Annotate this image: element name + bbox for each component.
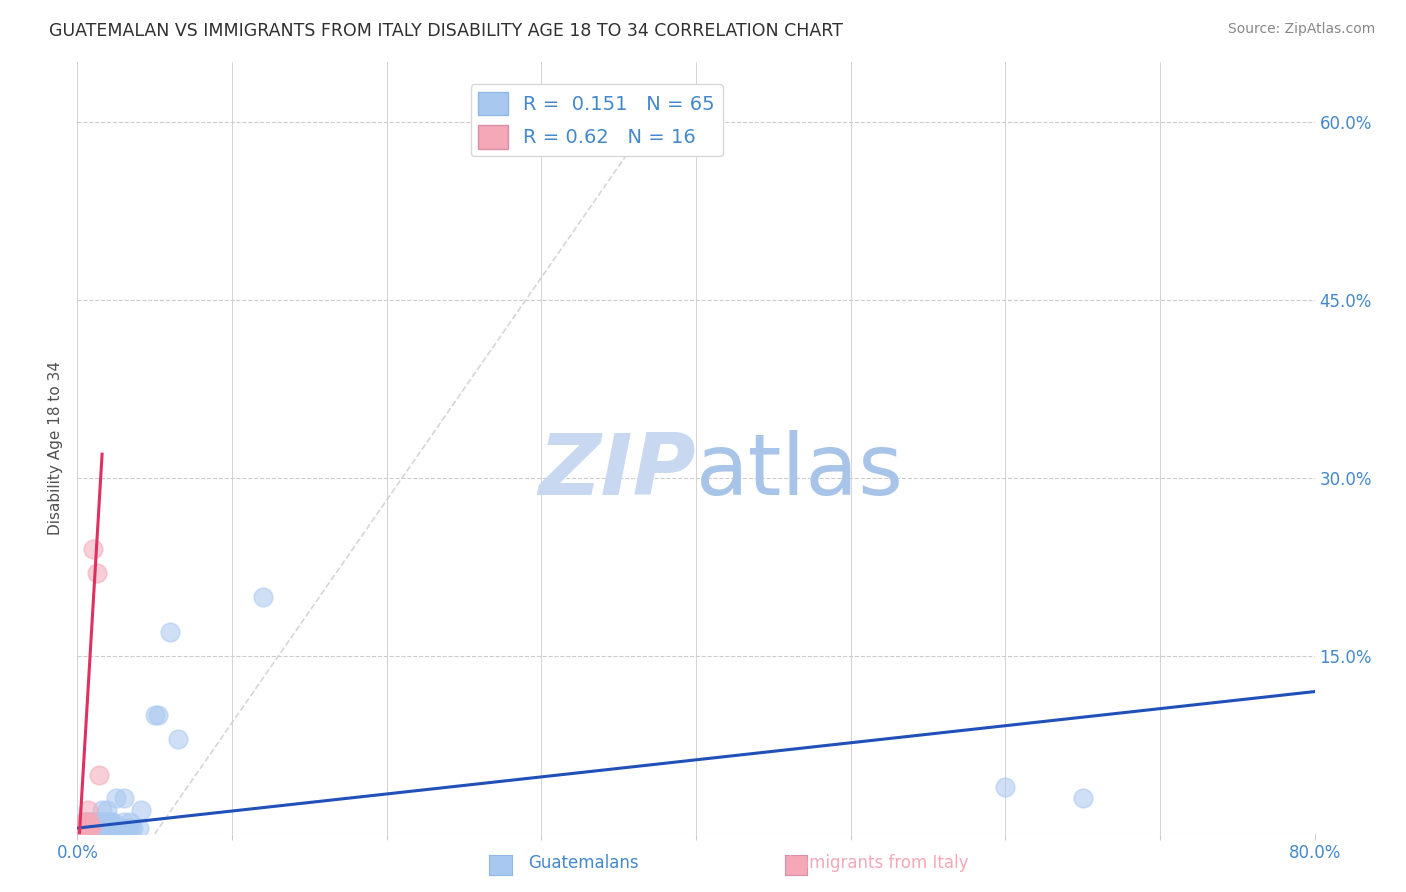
Point bbox=[97, 821, 120, 835]
Point bbox=[69, 821, 91, 835]
Point bbox=[107, 821, 129, 835]
Point bbox=[110, 821, 132, 835]
Point bbox=[86, 566, 108, 580]
Point bbox=[129, 803, 152, 817]
Point bbox=[72, 821, 94, 835]
Point bbox=[80, 821, 103, 835]
Point bbox=[105, 791, 127, 805]
Point bbox=[117, 821, 139, 835]
Point bbox=[94, 821, 117, 835]
Point bbox=[128, 821, 150, 835]
Point bbox=[143, 708, 166, 723]
Point bbox=[69, 821, 91, 835]
Point bbox=[72, 815, 94, 830]
Point bbox=[118, 815, 141, 830]
Point bbox=[80, 821, 103, 835]
Point bbox=[79, 815, 101, 830]
Y-axis label: Disability Age 18 to 34: Disability Age 18 to 34 bbox=[48, 361, 63, 535]
Point bbox=[82, 815, 104, 830]
Text: atlas: atlas bbox=[696, 430, 904, 513]
Point bbox=[82, 815, 104, 830]
Point bbox=[105, 821, 127, 835]
Point bbox=[82, 821, 104, 835]
Point bbox=[82, 542, 104, 557]
Point bbox=[146, 708, 169, 723]
Point bbox=[87, 767, 110, 781]
Point bbox=[108, 821, 131, 835]
Point bbox=[97, 815, 120, 830]
Point bbox=[70, 821, 93, 835]
Point bbox=[70, 815, 93, 830]
Point bbox=[77, 821, 100, 835]
Point bbox=[93, 815, 115, 830]
Point bbox=[112, 791, 135, 805]
Point bbox=[994, 780, 1017, 794]
Point bbox=[76, 815, 98, 830]
Point bbox=[87, 815, 110, 830]
Point bbox=[86, 815, 108, 830]
Text: ZIP: ZIP bbox=[538, 430, 696, 513]
Point bbox=[121, 821, 143, 835]
Point bbox=[75, 821, 96, 835]
Point bbox=[75, 821, 96, 835]
Point bbox=[75, 821, 96, 835]
Point bbox=[1071, 791, 1094, 805]
Point bbox=[101, 815, 124, 830]
Point bbox=[86, 815, 108, 830]
Point bbox=[79, 821, 101, 835]
Point bbox=[94, 815, 117, 830]
Text: Guatemalans: Guatemalans bbox=[529, 855, 638, 872]
Point bbox=[75, 815, 96, 830]
Point bbox=[77, 821, 100, 835]
Point bbox=[159, 625, 181, 640]
Point bbox=[76, 815, 98, 830]
Point bbox=[77, 815, 100, 830]
Point bbox=[70, 821, 93, 835]
Point bbox=[77, 821, 100, 835]
Legend: R =  0.151   N = 65, R = 0.62   N = 16: R = 0.151 N = 65, R = 0.62 N = 16 bbox=[471, 84, 723, 156]
Point bbox=[96, 815, 118, 830]
Text: Immigrants from Italy: Immigrants from Italy bbox=[789, 855, 969, 872]
Point bbox=[80, 821, 103, 835]
Point bbox=[79, 821, 101, 835]
Point bbox=[79, 815, 101, 830]
Point bbox=[100, 815, 122, 830]
Point bbox=[91, 821, 114, 835]
Point bbox=[98, 821, 121, 835]
Point bbox=[167, 732, 190, 747]
Point bbox=[76, 821, 98, 835]
Text: GUATEMALAN VS IMMIGRANTS FROM ITALY DISABILITY AGE 18 TO 34 CORRELATION CHART: GUATEMALAN VS IMMIGRANTS FROM ITALY DISA… bbox=[49, 22, 844, 40]
Point bbox=[90, 815, 111, 830]
Point bbox=[77, 803, 100, 817]
Point bbox=[91, 803, 114, 817]
Point bbox=[252, 590, 274, 604]
Point bbox=[72, 821, 94, 835]
Point bbox=[72, 821, 94, 835]
Point bbox=[122, 821, 145, 835]
Point bbox=[76, 815, 98, 830]
Point bbox=[96, 803, 118, 817]
Point bbox=[84, 821, 107, 835]
Point bbox=[115, 821, 138, 835]
Point bbox=[112, 815, 135, 830]
Point bbox=[93, 821, 115, 835]
Point bbox=[87, 821, 110, 835]
Point bbox=[79, 821, 101, 835]
Point bbox=[76, 821, 98, 835]
Point bbox=[83, 815, 105, 830]
Point bbox=[84, 821, 107, 835]
Point bbox=[83, 821, 105, 835]
Point bbox=[90, 821, 111, 835]
Text: Source: ZipAtlas.com: Source: ZipAtlas.com bbox=[1227, 22, 1375, 37]
